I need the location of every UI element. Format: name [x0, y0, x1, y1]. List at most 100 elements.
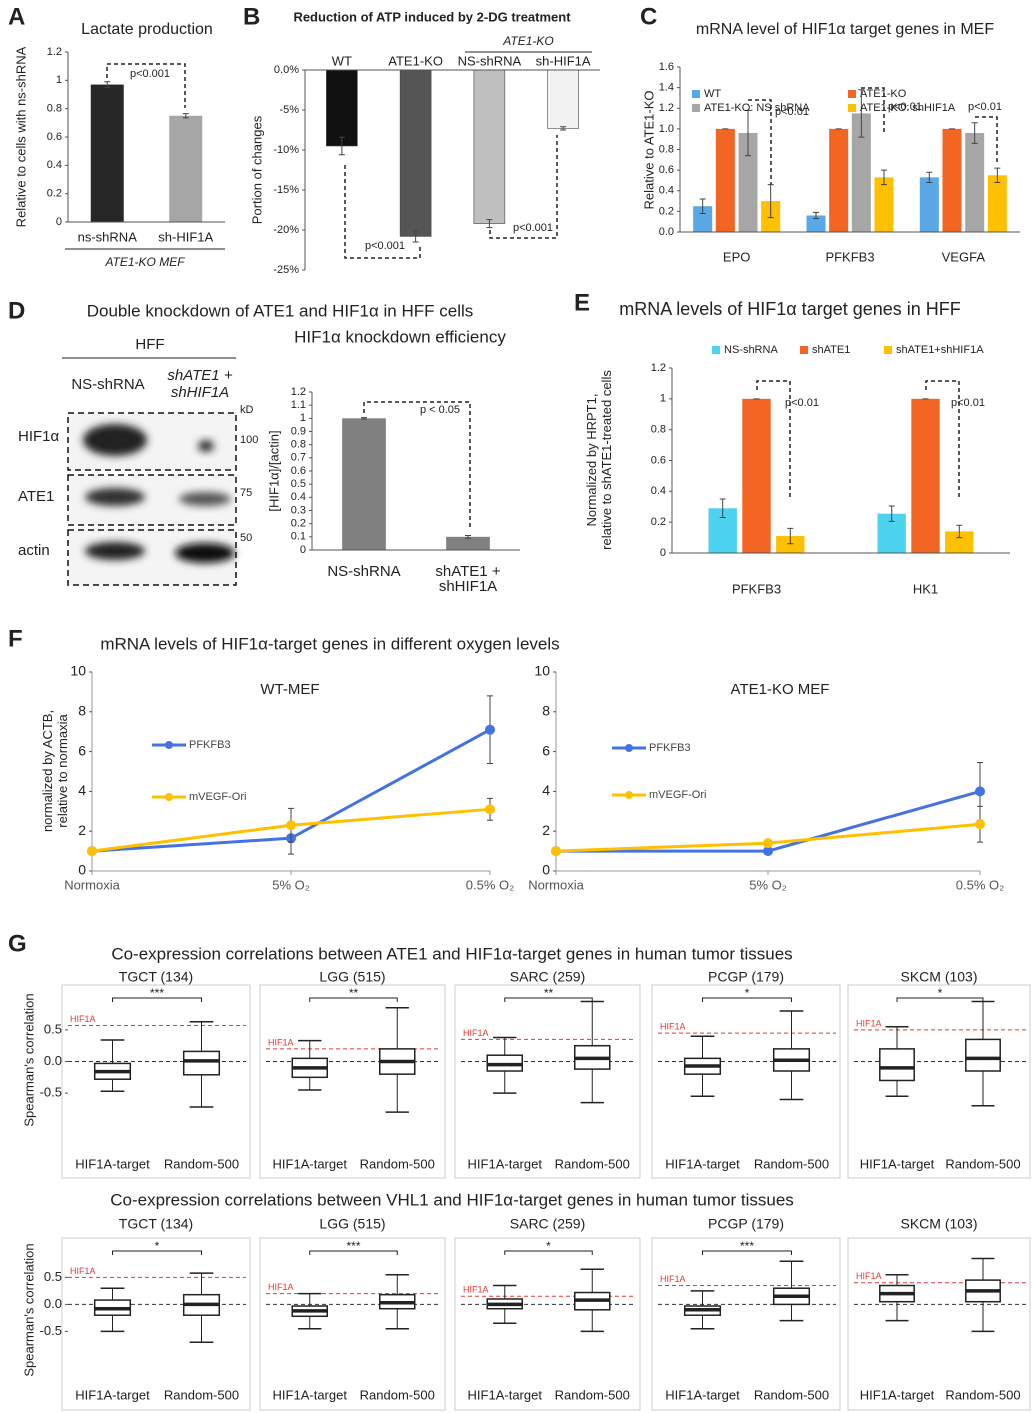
annotation: p<0.001: [365, 240, 405, 252]
chart-title: mRNA level of HIF1α target genes in MEF: [696, 21, 994, 38]
annotation: p<0.01: [951, 397, 985, 409]
y-tick-label: 0.8: [291, 439, 306, 451]
protein-label: HIF1α: [18, 428, 60, 445]
point: [975, 786, 985, 797]
y-tick-label: 8: [78, 703, 86, 719]
y-tick-label: 1: [660, 393, 666, 405]
panel-frame: [651, 1237, 841, 1411]
significance: ***: [346, 1239, 360, 1253]
legend-label: PFKFB3: [189, 739, 231, 751]
panel-letter: F: [8, 625, 23, 652]
x-tick-label: HIF1A-target: [468, 1387, 543, 1402]
annotation: p<0.001: [513, 222, 553, 234]
legend-label: ATE1-KO: NS shRNA: [704, 102, 810, 114]
x-tick-label: HIF1A-target: [273, 1387, 348, 1402]
legend-swatch: [800, 346, 808, 354]
y-tick-label: 1.6: [659, 61, 674, 73]
y-tick-label: -25%: [273, 264, 299, 276]
y-tick-label: 0.4: [47, 159, 62, 171]
panel-letter: G: [8, 930, 27, 957]
y-tick-label: -10%: [273, 144, 299, 156]
chart-title: LGG (515): [319, 969, 385, 985]
reference-label: HIF1A: [268, 1282, 294, 1292]
y-tick-label: 2: [542, 822, 550, 838]
error-bar: [787, 527, 794, 545]
x-tick-label: sh-HIF1A: [536, 53, 591, 68]
bracket: [975, 116, 998, 165]
bar: [806, 215, 826, 232]
y-tick-label: 0: [78, 862, 86, 878]
error-bar: [338, 136, 345, 156]
panel-letter: C: [640, 3, 657, 30]
x-tick-label: 5% O₂: [749, 877, 787, 892]
y-tick-label: 0.7: [291, 452, 306, 464]
significance: *: [546, 1239, 551, 1253]
sig-bracket: [504, 1250, 593, 1255]
point: [763, 838, 773, 849]
reference-label: HIF1A: [660, 1274, 686, 1284]
sig-bracket: [309, 1250, 398, 1255]
chart-title: LGG (515): [319, 1216, 385, 1232]
sig-bracket: [896, 997, 984, 1002]
y-tick-label: 0.5: [291, 478, 306, 490]
sig-bracket: [702, 1250, 792, 1255]
x-tick-label: 5% O₂: [272, 877, 310, 892]
x-tick-label: Random-500: [555, 1387, 630, 1402]
marker-label: 75: [240, 487, 252, 499]
sig-bracket: [309, 997, 398, 1002]
y-axis-label: relative to shATE1-treated cells: [599, 370, 614, 550]
y-tick-label: 1.2: [659, 102, 674, 114]
x-tick-label: shATE1 +: [435, 563, 500, 580]
chart-title: Reduction of ATP induced by 2-DG treatme…: [293, 9, 571, 24]
legend-swatch: [692, 90, 700, 98]
x-tick-label: HIF1A-target: [75, 1387, 150, 1402]
error-bar: [813, 211, 819, 220]
box: [182, 1050, 221, 1076]
panel-letter: D: [8, 297, 25, 324]
bracket: [861, 87, 885, 135]
sig-bracket: [504, 997, 593, 1002]
reference-label: HIF1A: [70, 1014, 96, 1024]
annotation: p<0.01: [888, 101, 922, 113]
error-bar: [858, 89, 865, 138]
x-tick-label: Random-500: [945, 1387, 1020, 1402]
panel-frame: [847, 1237, 1031, 1411]
significance: *: [745, 986, 750, 1000]
box: [879, 1048, 915, 1082]
bracket: [363, 401, 471, 530]
bar: [965, 133, 985, 232]
group-label: ATE1-KO: [502, 34, 553, 48]
lane-label: shHIF1A: [171, 384, 229, 401]
bar: [874, 177, 894, 232]
legend-swatch: [712, 346, 720, 354]
y-tick-label: 0.0: [659, 226, 674, 238]
x-tick-label: shHIF1A: [439, 578, 497, 595]
panel-frame: [847, 984, 1031, 1179]
bar: [911, 398, 940, 553]
x-tick-label: Random-500: [754, 1387, 829, 1402]
error-bar: [881, 169, 887, 186]
unit-label: kD: [240, 404, 254, 416]
x-tick-label: Normoxia: [528, 877, 584, 892]
legend-swatch: [884, 346, 892, 354]
panel-letter: B: [243, 3, 260, 30]
legend-label: ATE1-KO: [860, 88, 907, 100]
point: [286, 820, 296, 831]
chart-title: SKCM (103): [900, 1216, 977, 1232]
y-axis-label: Normalized by HRPT1,: [584, 394, 599, 527]
panel-frame: [61, 1237, 251, 1411]
x-tick-label: HIF1A-target: [665, 1156, 740, 1171]
y-tick-label: -0.5: [40, 1323, 62, 1338]
y-axis-label: Relative to ATE1-KO: [641, 91, 656, 210]
x-tick-label: Random-500: [164, 1156, 239, 1171]
y-axis-label: [HIF1α]/[actin]: [266, 430, 281, 511]
y-tick-label: 4: [78, 782, 86, 798]
error-bar: [956, 524, 963, 539]
x-tick-label: ns-shRNA: [78, 229, 138, 244]
reference-label: HIF1A: [70, 1266, 96, 1276]
x-tick-label: HIF1A-target: [665, 1387, 740, 1402]
legend-marker: [165, 793, 173, 801]
y-tick-label: 1.2: [47, 46, 62, 58]
x-tick-label: HIF1A-target: [273, 1156, 348, 1171]
bar: [326, 69, 358, 147]
